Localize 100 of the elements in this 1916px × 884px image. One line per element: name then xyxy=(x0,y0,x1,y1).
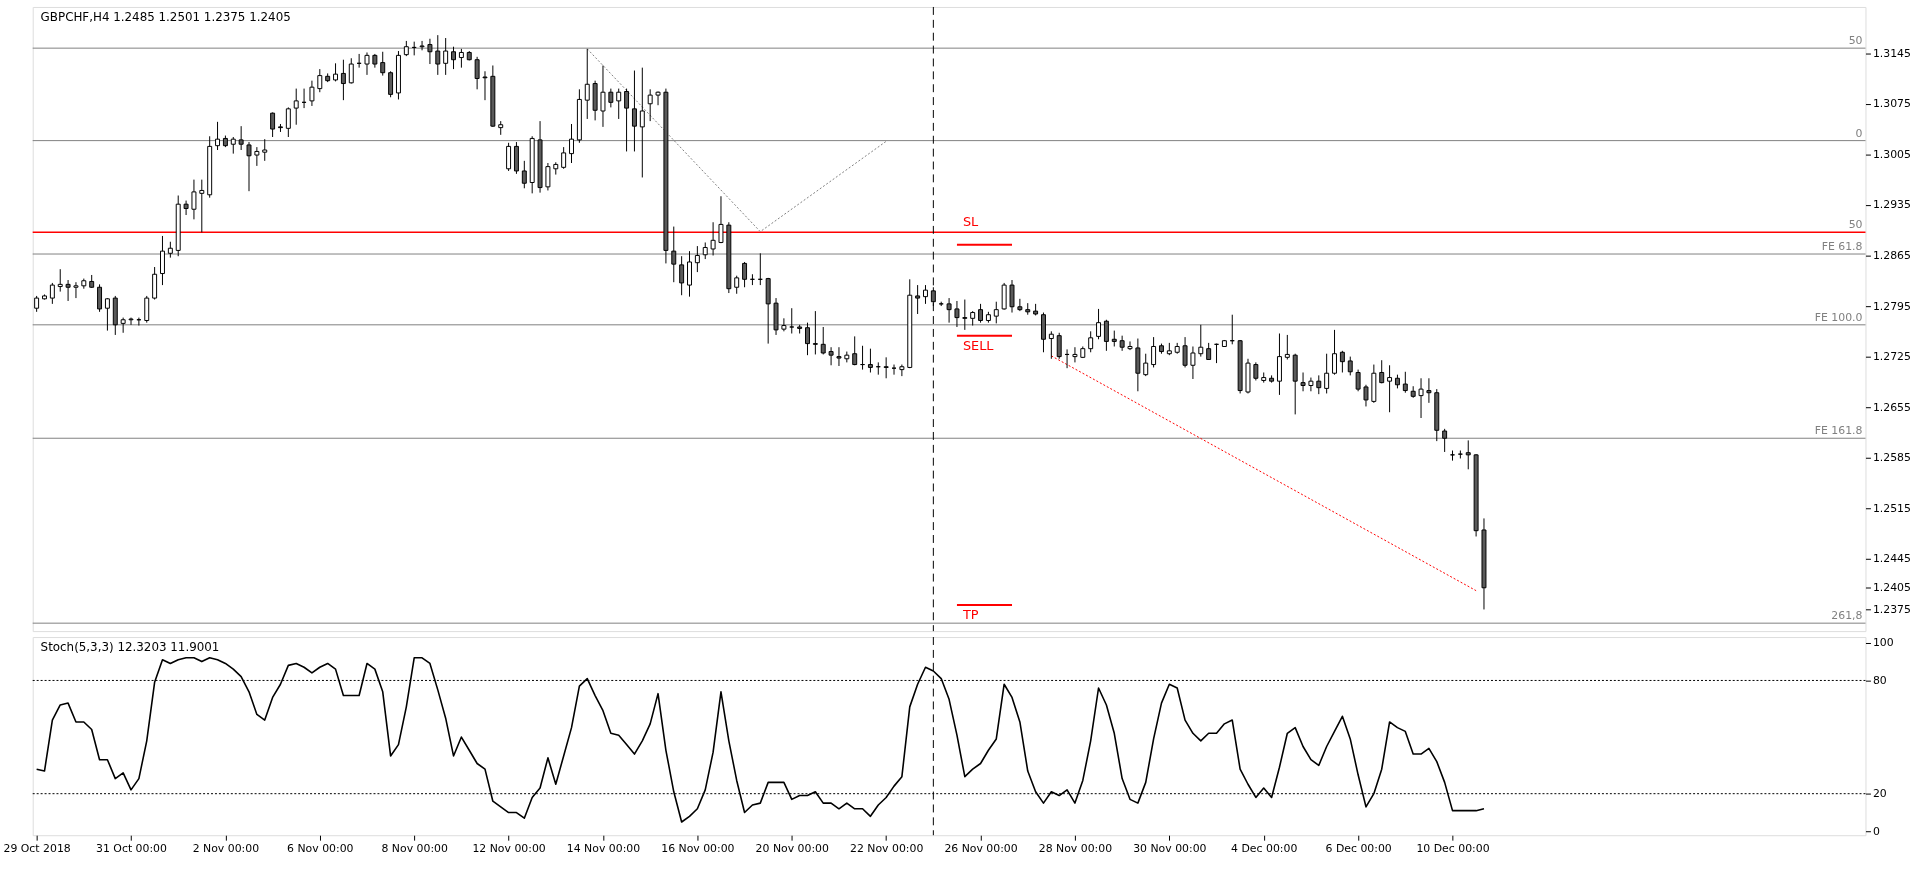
candlestick xyxy=(128,317,134,326)
candlestick xyxy=(1426,377,1432,404)
candlestick xyxy=(561,146,567,170)
candlestick xyxy=(1119,335,1125,352)
candlestick xyxy=(915,284,921,315)
x-tick-label: 22 Nov 00:00 xyxy=(849,841,924,855)
candlestick xyxy=(1324,353,1330,394)
candlestick xyxy=(624,88,630,152)
candlestick xyxy=(1465,439,1471,470)
candlestick xyxy=(451,46,457,70)
candlestick xyxy=(1088,330,1094,353)
candlestick xyxy=(152,266,158,301)
candlestick xyxy=(1182,336,1188,368)
candlestick xyxy=(805,322,810,356)
candlestick xyxy=(191,179,197,220)
candlestick xyxy=(1198,324,1204,358)
series-label: TP xyxy=(961,606,979,622)
annotation: 261,8 xyxy=(1831,609,1863,623)
candlestick xyxy=(1096,308,1102,340)
candlestick xyxy=(1332,329,1337,376)
candlestick xyxy=(254,146,260,167)
candlestick xyxy=(435,34,441,76)
candlestick xyxy=(1103,319,1109,352)
candlestick xyxy=(694,245,700,273)
y-tick-label: 1.2515 xyxy=(1872,501,1911,515)
candlestick xyxy=(734,275,740,295)
candlestick xyxy=(1190,345,1196,380)
y-tick-label: 0 xyxy=(1872,824,1880,838)
candlestick xyxy=(600,64,606,128)
candlestick xyxy=(671,226,677,283)
candlestick xyxy=(545,162,551,191)
candlestick xyxy=(285,106,291,138)
candlestick xyxy=(1347,356,1353,376)
candlestick xyxy=(946,297,952,324)
candlestick xyxy=(238,125,244,151)
y-tick-label: 1.2585 xyxy=(1872,451,1911,465)
candlestick xyxy=(679,255,685,296)
x-tick-label: 6 Nov 00:00 xyxy=(287,841,354,855)
candlestick xyxy=(687,250,692,298)
x-tick-label: 8 Nov 00:00 xyxy=(381,841,448,855)
y-tick-label: 1.2445 xyxy=(1872,552,1911,566)
candlestick xyxy=(1072,346,1078,363)
candlestick xyxy=(309,80,315,107)
candlestick xyxy=(380,51,386,77)
candlestick xyxy=(812,310,818,355)
candlestick xyxy=(1316,374,1322,395)
candlestick xyxy=(317,68,323,93)
y-tick-label: 80 xyxy=(1872,673,1887,687)
candlestick xyxy=(962,299,968,331)
candlestick xyxy=(474,56,480,90)
candlestick xyxy=(789,307,795,334)
chart-title: Stoch(5,3,3) 12.3203 11.9001 xyxy=(40,639,220,654)
candlestick xyxy=(1048,330,1054,360)
y-tick-label: 1.3005 xyxy=(1872,147,1911,161)
y-tick-label: 1.3075 xyxy=(1872,97,1911,111)
y-tick-label: 100 xyxy=(1872,636,1894,650)
y-tick-label: 20 xyxy=(1872,787,1887,801)
candlestick xyxy=(608,88,614,108)
candlestick xyxy=(364,51,370,76)
y-tick-label: 1.2935 xyxy=(1872,198,1911,212)
candlestick xyxy=(978,303,984,324)
candlestick xyxy=(199,179,205,233)
y-tick-label: 1.3145 xyxy=(1872,46,1911,60)
annotation: 0 xyxy=(1855,126,1863,140)
x-tick-label: 31 Oct 00:00 xyxy=(96,841,168,855)
candlestick xyxy=(631,70,637,152)
candlestick xyxy=(1339,350,1345,373)
x-tick-label: 2 Nov 00:00 xyxy=(192,841,260,855)
candlestick xyxy=(73,281,79,299)
candlestick xyxy=(647,88,653,122)
candlestick xyxy=(954,300,960,328)
candlestick xyxy=(993,301,999,324)
x-tick-label: 12 Nov 00:00 xyxy=(472,841,546,855)
candlestick xyxy=(1001,282,1007,311)
candlestick xyxy=(569,123,574,164)
candlestick xyxy=(923,284,928,305)
candlestick xyxy=(443,37,449,76)
candlestick xyxy=(718,195,724,244)
candlestick xyxy=(388,70,394,98)
candlestick xyxy=(836,346,842,367)
ref-line-label: FE 100.0 xyxy=(1814,310,1863,324)
candlestick xyxy=(340,59,346,101)
y-tick-label: 1.2655 xyxy=(1872,400,1911,414)
x-tick-label: 20 Nov 00:00 xyxy=(755,841,829,855)
candlestick xyxy=(1418,377,1424,419)
x-tick-label: 10 Dec 00:00 xyxy=(1416,841,1490,855)
candlestick xyxy=(781,317,787,332)
ref-line-label: FE 161.8 xyxy=(1814,424,1863,438)
candlestick xyxy=(270,111,276,138)
x-tick-label: 14 Nov 00:00 xyxy=(566,841,641,855)
candlestick xyxy=(1284,334,1290,360)
candlestick xyxy=(419,40,425,51)
candlestick xyxy=(616,88,622,120)
y-tick-label: 1.2865 xyxy=(1872,248,1911,262)
candlestick xyxy=(1253,361,1259,381)
candlestick xyxy=(1151,336,1157,368)
candlestick xyxy=(1355,369,1361,392)
candlestick xyxy=(828,346,834,366)
candlestick xyxy=(65,279,71,302)
x-tick-label: 16 Nov 00:00 xyxy=(661,841,735,855)
